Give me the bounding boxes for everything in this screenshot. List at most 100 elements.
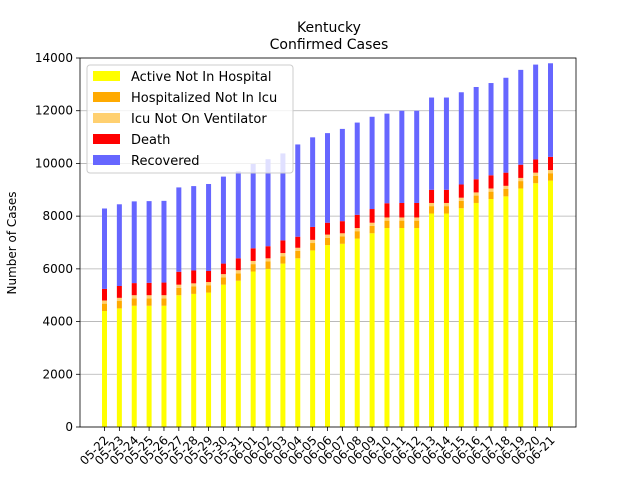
bar-segment <box>325 237 330 246</box>
bar-segment <box>235 258 241 271</box>
bar-segment <box>206 285 212 293</box>
bar-segment <box>533 183 539 427</box>
bar-segment <box>488 188 494 192</box>
bar-segment <box>548 170 553 174</box>
bar-segment <box>161 282 167 296</box>
bar-segment <box>533 64 539 160</box>
bar-segment <box>354 214 360 229</box>
bar-segment <box>548 156 553 171</box>
bar-segment <box>206 282 212 286</box>
bar-segment <box>220 263 226 275</box>
bar-segment <box>399 110 405 203</box>
bar-segment <box>369 233 375 427</box>
bar-segment <box>518 69 524 165</box>
bar-segment <box>161 295 167 299</box>
bar-segment <box>548 173 553 181</box>
bar-segment <box>369 209 375 223</box>
bar-segment <box>488 175 494 189</box>
bar-segment <box>295 236 301 248</box>
bar-segment <box>310 239 316 244</box>
bar-segment <box>339 128 345 222</box>
bar-segment <box>354 238 360 427</box>
bar-segment <box>295 258 301 427</box>
bar-segment <box>503 188 509 197</box>
bar-segment <box>131 283 137 296</box>
bar-segment <box>250 163 256 249</box>
bar-segment <box>191 270 197 284</box>
bar-segment <box>265 268 271 427</box>
bar-segment <box>146 282 152 296</box>
legend-label: Active Not In Hospital <box>131 70 272 85</box>
bar-segment <box>384 228 390 427</box>
bar-segment <box>161 298 167 306</box>
bar-segment <box>310 137 316 227</box>
y-tick-label: 4000 <box>42 315 73 329</box>
legend-swatch <box>93 113 120 123</box>
bar-segment <box>206 292 212 427</box>
legend: Active Not In Hospital Hospitalized Not I… <box>86 64 294 174</box>
bar-segment <box>131 305 137 427</box>
bar-segment <box>369 116 375 210</box>
bar-segment <box>235 270 241 274</box>
bar-segment <box>220 274 226 278</box>
bar-segment <box>473 192 479 196</box>
bar-segment <box>250 264 256 272</box>
bar-segment <box>518 181 524 189</box>
bar-segment <box>176 295 182 427</box>
bar-segment <box>384 203 390 218</box>
bar-segment <box>161 200 167 283</box>
bar-segment <box>176 287 182 296</box>
bar-segment <box>176 271 182 285</box>
bar-segment <box>399 217 405 221</box>
bar-segment <box>503 185 509 189</box>
bar-segment <box>250 248 256 261</box>
bars <box>102 63 553 427</box>
bar-segment <box>443 213 449 427</box>
bar-segment <box>503 196 509 427</box>
bar-segment <box>325 234 330 238</box>
bar-segment <box>146 295 152 299</box>
bar-segment <box>235 273 241 281</box>
y-tick-label: 2000 <box>42 367 73 381</box>
bar-segment <box>131 298 137 306</box>
bar-segment <box>310 243 316 251</box>
legend-label: Icu Not On Ventilator <box>131 112 267 127</box>
bar-segment <box>146 305 152 427</box>
bar-segment <box>429 189 435 203</box>
bar-segment <box>518 188 524 427</box>
bar-segment <box>161 305 167 427</box>
bar-segment <box>295 247 301 251</box>
bar-segment <box>429 97 435 190</box>
bar-segment <box>116 285 122 298</box>
plot-frame <box>79 57 577 428</box>
bar-segment <box>354 122 360 215</box>
bar-segment <box>131 201 137 284</box>
bar-segment <box>191 293 197 427</box>
y-tick-label: 14000 <box>35 51 73 65</box>
bar-segment <box>176 284 182 288</box>
bar-segment <box>310 250 316 427</box>
bar-segment <box>369 225 375 234</box>
bar-segment <box>280 263 286 427</box>
bar-segment <box>414 110 420 203</box>
bar-segment <box>220 277 226 285</box>
bar-segment <box>548 63 553 157</box>
bar-segment <box>116 204 122 286</box>
bar-segment <box>265 246 271 259</box>
bar-segment <box>473 195 479 203</box>
bar-segment <box>533 172 539 176</box>
bar-segment <box>146 201 152 283</box>
bar-segment <box>339 233 345 237</box>
bar-segment <box>443 206 449 214</box>
bar-segment <box>325 133 330 223</box>
bar-segment <box>503 77 509 173</box>
bar-segment <box>220 176 226 264</box>
bar-segment <box>399 220 405 229</box>
y-tick-label: 8000 <box>42 209 73 223</box>
y-tick-label: 0 <box>65 420 73 434</box>
chart-title: Kentucky <box>297 20 361 36</box>
chart-subtitle: Confirmed Cases <box>270 37 389 53</box>
bar-segment <box>488 83 494 176</box>
bar-segment <box>533 175 539 184</box>
bar-segment <box>339 243 345 427</box>
